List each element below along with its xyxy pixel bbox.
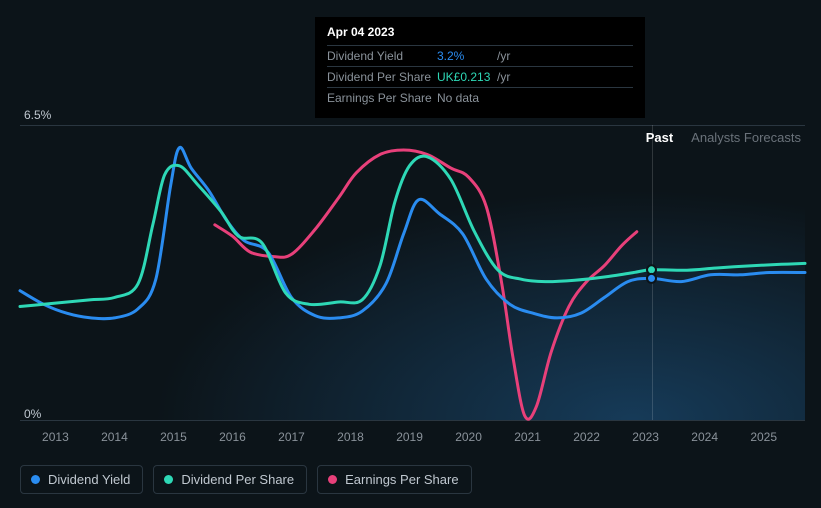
legend-dot-icon xyxy=(328,475,337,484)
x-axis-tick: 2022 xyxy=(573,430,600,444)
tab-forecasts[interactable]: Analysts Forecasts xyxy=(691,130,801,145)
x-axis-tick: 2023 xyxy=(632,430,659,444)
tooltip-row-value: 3.2% xyxy=(437,49,497,63)
chart-tabs: Past Analysts Forecasts xyxy=(646,130,801,145)
marker-dot-dividend-yield xyxy=(647,274,656,283)
tooltip-row-label: Dividend Yield xyxy=(327,49,437,63)
tooltip-row-label: Dividend Per Share xyxy=(327,70,437,84)
x-axis-tick: 2013 xyxy=(42,430,69,444)
tooltip-row-suffix: /yr xyxy=(497,70,510,84)
series-dividend-per-share xyxy=(20,156,805,306)
legend-item-dividend-per-share[interactable]: Dividend Per Share xyxy=(153,465,307,494)
legend-item-label: Dividend Yield xyxy=(48,472,130,487)
x-axis-labels: 2013 2014 2015 2016 2017 2018 2019 2020 2021 2022… xyxy=(20,430,805,450)
tooltip-row-value: No data xyxy=(437,91,497,105)
legend-item-earnings-per-share[interactable]: Earnings Per Share xyxy=(317,465,471,494)
x-axis-tick: 2016 xyxy=(219,430,246,444)
tooltip-row: Earnings Per ShareNo data xyxy=(327,87,633,108)
chart-plot-area[interactable] xyxy=(20,125,805,420)
series-earnings-per-share xyxy=(215,150,637,419)
tooltip-row: Dividend Yield3.2%/yr xyxy=(327,45,633,66)
x-axis-tick: 2025 xyxy=(750,430,777,444)
legend-item-label: Earnings Per Share xyxy=(345,472,458,487)
x-axis-tick: 2018 xyxy=(337,430,364,444)
plot-border-bottom xyxy=(20,420,805,421)
chart-legend: Dividend Yield Dividend Per Share Earnings… xyxy=(20,465,472,494)
y-axis-max-label: 6.5% xyxy=(24,108,51,122)
x-axis-tick: 2017 xyxy=(278,430,305,444)
legend-dot-icon xyxy=(31,475,40,484)
tooltip-row: Dividend Per ShareUK£0.213/yr xyxy=(327,66,633,87)
chart-tooltip: Apr 04 2023 Dividend Yield3.2%/yrDividen… xyxy=(315,17,645,118)
tab-past[interactable]: Past xyxy=(646,130,673,145)
legend-dot-icon xyxy=(164,475,173,484)
x-axis-tick: 2015 xyxy=(160,430,187,444)
tooltip-date: Apr 04 2023 xyxy=(327,25,633,39)
x-axis-tick: 2014 xyxy=(101,430,128,444)
x-axis-tick: 2019 xyxy=(396,430,423,444)
legend-item-dividend-yield[interactable]: Dividend Yield xyxy=(20,465,143,494)
tooltip-row-suffix: /yr xyxy=(497,49,510,63)
dividend-chart: Apr 04 2023 Dividend Yield3.2%/yrDividen… xyxy=(0,0,821,508)
x-axis-tick: 2021 xyxy=(514,430,541,444)
tooltip-row-value: UK£0.213 xyxy=(437,70,497,84)
legend-item-label: Dividend Per Share xyxy=(181,472,294,487)
series-dividend-yield xyxy=(20,147,805,318)
x-axis-tick: 2020 xyxy=(455,430,482,444)
tooltip-row-label: Earnings Per Share xyxy=(327,91,437,105)
x-axis-tick: 2024 xyxy=(691,430,718,444)
